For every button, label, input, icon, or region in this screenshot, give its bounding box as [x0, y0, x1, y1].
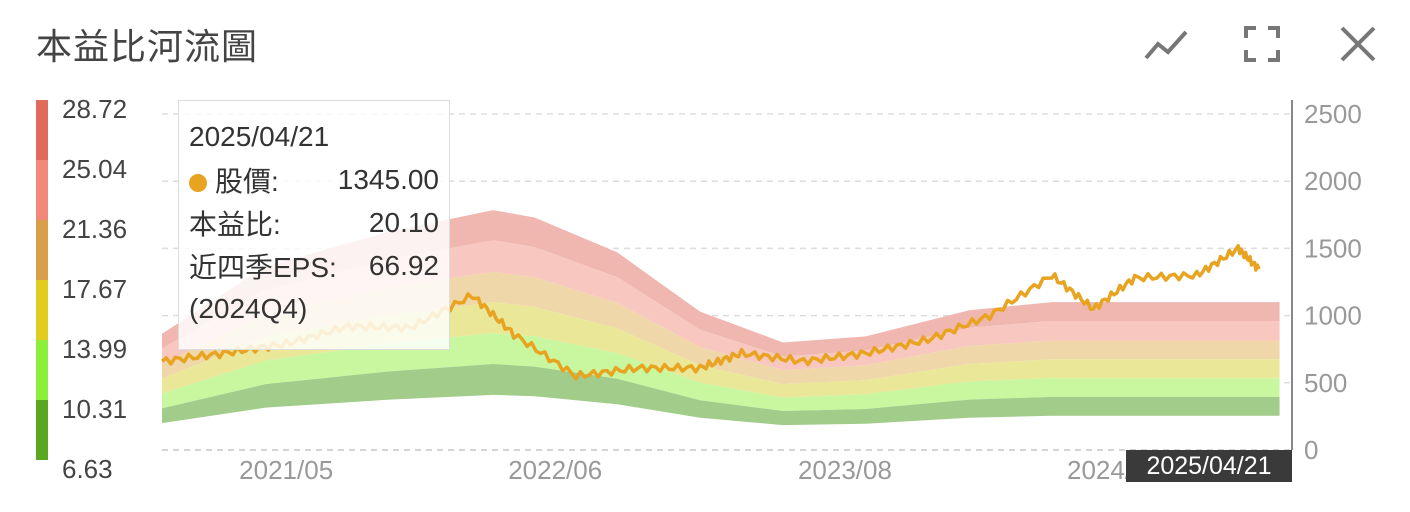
legend-swatch-2: [36, 220, 48, 280]
fullscreen-icon[interactable]: [1238, 20, 1286, 68]
price-dot-icon: [189, 174, 207, 193]
pe-band-1: [162, 333, 1280, 412]
x-tick-label-2: 2023/08: [798, 455, 892, 485]
chart-toolbar: [1142, 20, 1382, 68]
legend-label-0: 28.72: [62, 94, 128, 124]
tooltip-pe-value: 20.10: [368, 206, 439, 238]
tooltip-price-value: 1345.00: [337, 163, 439, 195]
legend-label-1: 25.04: [62, 154, 128, 184]
cursor-date-label: 2025/04/21: [1126, 450, 1292, 482]
legend-swatch-0: [36, 100, 48, 160]
legend-swatch-3: [36, 280, 48, 340]
tooltip-eps-label: 近四季EPS:: [189, 251, 337, 283]
tooltip-eps-quarter: (2024Q4): [189, 292, 308, 324]
tooltip-eps-row: 近四季EPS: 66.92: [189, 244, 439, 287]
tooltip-price-row: 股價: 1345.00: [189, 158, 439, 201]
legend-label-6: 6.63: [62, 454, 113, 484]
y-tick-label-4: 2000: [1304, 166, 1362, 196]
x-tick-label-0: 2021/05: [239, 455, 333, 485]
y-tick-label-0: 0: [1304, 435, 1318, 465]
tooltip-pe-label: 本益比:: [189, 208, 281, 240]
chart-tooltip: 2025/04/21 股價: 1345.00 本益比: 20.10 近四季EPS…: [178, 100, 450, 350]
legend-swatch-5: [36, 400, 48, 460]
x-tick-label-1: 2022/06: [508, 455, 602, 485]
legend-label-2: 21.36: [62, 214, 128, 244]
tooltip-pe-row: 本益比: 20.10: [189, 201, 439, 244]
y-tick-label-3: 1500: [1304, 233, 1362, 263]
pe-legend-bar: [36, 100, 48, 460]
close-icon[interactable]: [1334, 20, 1382, 68]
tooltip-price-label: 股價:: [215, 165, 279, 197]
tooltip-date-row: 2025/04/21: [189, 115, 439, 158]
legend-label-5: 10.31: [62, 394, 128, 424]
y-tick-label-5: 2500: [1304, 99, 1362, 129]
legend-swatch-4: [36, 340, 48, 400]
y-tick-label-1: 500: [1304, 368, 1347, 398]
tooltip-quarter-row: (2024Q4): [189, 287, 439, 330]
y-tick-label-2: 1000: [1304, 301, 1362, 331]
chart-title: 本益比河流圖: [36, 27, 259, 68]
legend-label-3: 17.67: [62, 274, 128, 304]
pe-band-0: [162, 363, 1280, 426]
tooltip-eps-value: 66.92: [368, 249, 439, 281]
line-chart-icon[interactable]: [1142, 20, 1190, 68]
legend-label-4: 13.99: [62, 334, 128, 364]
legend-swatch-1: [36, 160, 48, 220]
tooltip-date: 2025/04/21: [189, 120, 330, 152]
